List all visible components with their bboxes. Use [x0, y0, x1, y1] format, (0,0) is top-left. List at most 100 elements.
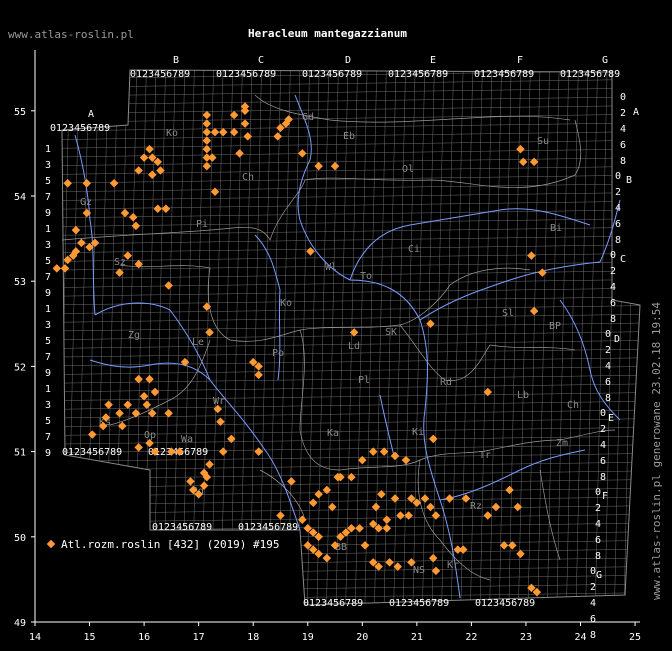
grid-letter-right: E [608, 413, 614, 424]
occurrence-point [240, 119, 250, 128]
occurrence-point [98, 421, 108, 431]
occurrence-point [115, 409, 124, 418]
occurrence-point [322, 553, 332, 563]
map-title: Heracleum mantegazzianum [248, 27, 407, 40]
occurrence-point [229, 110, 239, 120]
occurrence-point [153, 157, 162, 167]
occurrence-point [328, 502, 337, 512]
grid-digit-right: 4 [620, 124, 626, 135]
occurrence-point [298, 515, 307, 525]
grid-digit-left: 5 [45, 336, 51, 347]
grid-digit-left: 9 [45, 368, 51, 379]
occurrence-point [276, 511, 285, 520]
grid-digit-right: 4 [615, 203, 621, 214]
occurrence-point [123, 251, 132, 260]
occurrence-point [153, 204, 162, 214]
grid-digit-left: 1 [45, 384, 51, 395]
grid-digit-left: 5 [45, 176, 51, 187]
occurrence-point [148, 409, 157, 418]
occurrence-point [426, 319, 435, 329]
occurrence-point [401, 455, 411, 465]
occurrence-point [134, 166, 143, 175]
occurrence-point [210, 187, 220, 196]
occurrence-point [385, 558, 394, 567]
occurrence-point [349, 328, 359, 337]
grid-letter-top: E [430, 55, 436, 66]
occurrence-point [314, 532, 323, 542]
region-label: Sl [502, 308, 514, 319]
grid-digit-right: 2 [605, 345, 611, 356]
atpol-grid [62, 70, 640, 605]
grid-digit-left: 3 [45, 400, 51, 411]
grid-digit-right: 2 [595, 503, 601, 514]
occurrence-point [82, 178, 92, 188]
occurrence-point [199, 481, 209, 490]
grid-digit-left: 5 [45, 416, 51, 427]
lat-tick-label: 50 [14, 533, 26, 544]
lon-tick-label: 18 [247, 632, 259, 643]
grid-digits: 0123456789 [238, 522, 298, 533]
occurrence-point [306, 247, 315, 256]
occurrence-point [188, 485, 198, 495]
occurrence-point [115, 268, 124, 277]
region-label: Rd [440, 377, 452, 388]
occurrence-point [336, 532, 345, 542]
occurrence-point [284, 115, 293, 124]
occurrence-point [148, 170, 157, 179]
occurrence-point [396, 511, 405, 520]
grid-digits: 0123456789 [62, 447, 122, 458]
occurrence-point [52, 264, 62, 273]
grid-letter-top: F [517, 55, 523, 66]
occurrence-point [199, 468, 209, 478]
occurrence-point [508, 541, 517, 550]
occurrence-point [175, 447, 184, 456]
region-label: Ch [567, 400, 579, 411]
grid-digit-right: 6 [600, 456, 606, 467]
grid-digit-left: 1 [45, 224, 51, 235]
occurrence-point [377, 489, 386, 499]
occurrence-point [404, 511, 413, 520]
region-label: Ka [327, 428, 339, 439]
occurrence-point [90, 238, 100, 248]
grid-digit-right: 8 [590, 630, 596, 641]
occurrence-point [314, 489, 323, 499]
occurrence-point [428, 434, 438, 444]
region-label: SK [385, 327, 397, 338]
occurrence-point [164, 409, 173, 418]
region-label: BP [549, 321, 561, 332]
site-name: www.atlas-roslin.pl [8, 28, 134, 41]
occurrence-point [202, 153, 212, 162]
occurrence-point [131, 409, 141, 418]
occurrence-point [431, 511, 441, 520]
occurrence-point [314, 161, 323, 171]
occurrence-point [202, 136, 212, 145]
lat-tick-label: 55 [14, 107, 26, 118]
occurrence-point [243, 132, 252, 141]
grid-letter-right: F [602, 491, 608, 502]
occurrence-point [407, 494, 416, 503]
occurrence-point [393, 562, 403, 571]
grid-digit-left: 1 [45, 144, 51, 155]
occurrence-point [216, 417, 225, 427]
grid-digits: 0123456789 [216, 69, 276, 80]
occurrence-point [164, 281, 173, 290]
region-label: Lb [517, 390, 529, 401]
region-label: To [360, 271, 372, 282]
occurrence-point [407, 558, 416, 567]
grid-digit-left: 7 [45, 352, 51, 363]
occurrence-point [254, 362, 263, 371]
region-label: Pi [196, 219, 208, 230]
grid-digit-right: 8 [600, 472, 606, 483]
occurrence-point [303, 541, 312, 550]
occurrence-point [314, 549, 323, 559]
grid-digit-right: 8 [605, 393, 611, 404]
grid-digit-right: 0 [595, 487, 601, 498]
region-labels: Ko Gd Eb Su Ol Ch Pi Bi Gz Ci Wl To Sz Ko Sl BP Zg Le Ld SK… [80, 112, 579, 576]
grid-digit-left: 3 [45, 240, 51, 251]
occurrence-point [248, 357, 258, 367]
occurrence-point [145, 438, 154, 448]
occurrence-point [431, 566, 441, 576]
occurrence-point [428, 553, 438, 563]
